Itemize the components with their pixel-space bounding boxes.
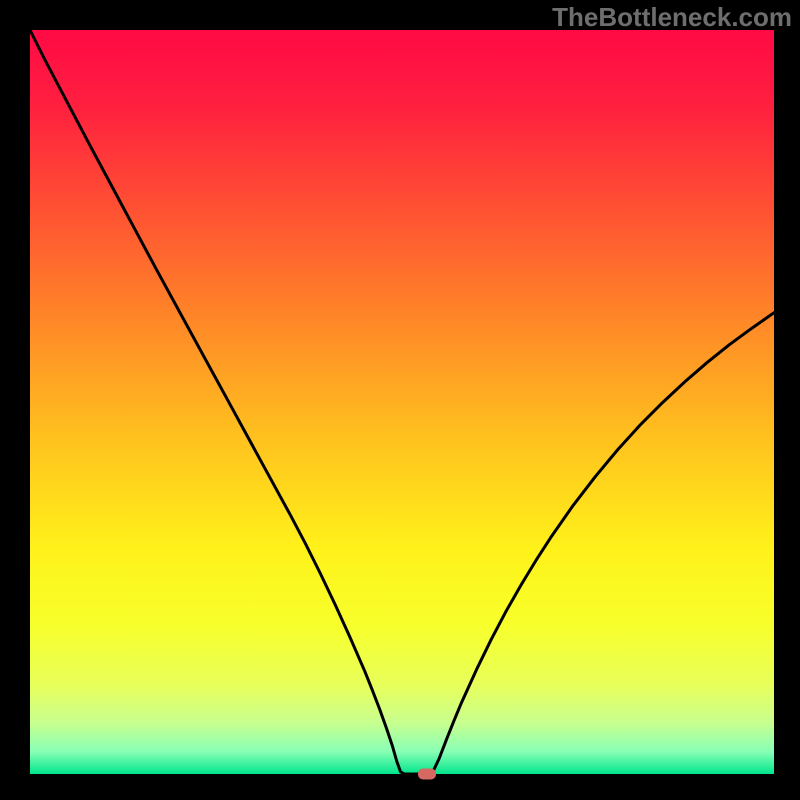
- chart-stage: TheBottleneck.com: [0, 0, 800, 800]
- optimal-point-marker: [418, 769, 436, 780]
- watermark-text: TheBottleneck.com: [552, 2, 792, 33]
- curve-path: [30, 30, 774, 774]
- plot-area: [30, 30, 774, 774]
- bottleneck-curve: [30, 30, 774, 774]
